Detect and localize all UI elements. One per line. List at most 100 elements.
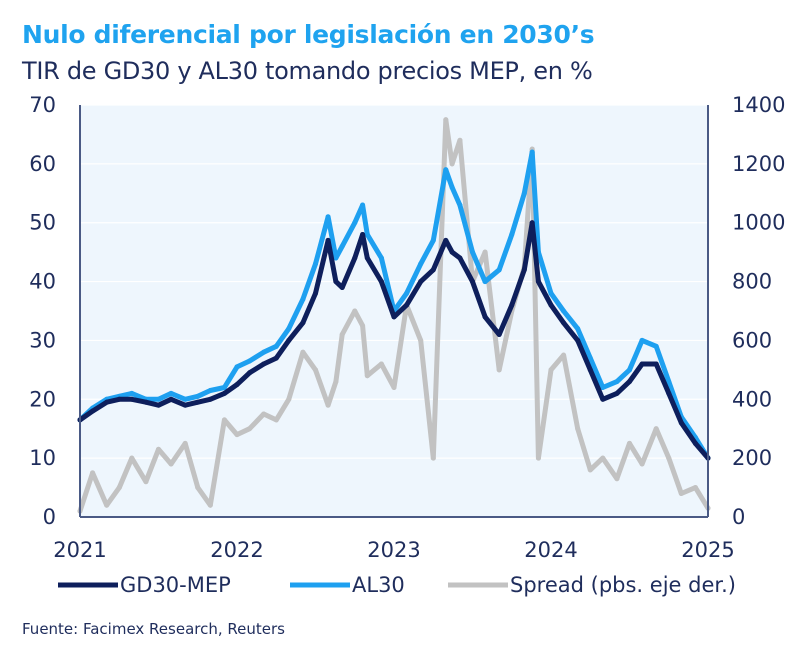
- data-point: [496, 367, 502, 373]
- data-point: [333, 255, 339, 261]
- data-point: [496, 332, 502, 338]
- data-point: [286, 396, 292, 402]
- y2-tick-label: 1200: [732, 152, 785, 176]
- data-point: [90, 408, 96, 414]
- data-point: [129, 390, 135, 396]
- data-point: [418, 261, 424, 267]
- y2-tick-label: 1400: [732, 93, 785, 117]
- chart-title: Nulo diferencial por legislación en 2030…: [22, 20, 595, 49]
- data-point: [666, 455, 672, 461]
- data-point: [391, 385, 397, 391]
- data-point: [678, 420, 684, 426]
- data-point: [627, 440, 632, 446]
- data-point: [273, 343, 279, 349]
- data-point: [529, 149, 535, 155]
- data-point: [575, 326, 581, 332]
- data-point: [333, 379, 339, 385]
- data-point: [221, 390, 227, 396]
- data-point: [168, 461, 174, 467]
- data-point: [521, 190, 527, 196]
- y-tick-label: 50: [29, 211, 56, 235]
- data-point: [600, 385, 606, 391]
- data-point: [129, 396, 135, 402]
- data-point: [378, 279, 384, 285]
- data-point: [182, 440, 188, 446]
- x-tick-label: 2023: [367, 538, 420, 562]
- data-point: [509, 302, 515, 308]
- data-point: [339, 284, 345, 290]
- data-point: [360, 202, 366, 208]
- source-note: Fuente: Facimex Research, Reuters: [22, 620, 285, 638]
- data-point: [300, 320, 306, 326]
- data-point: [653, 361, 659, 367]
- data-point: [207, 387, 213, 393]
- data-point: [104, 502, 110, 508]
- data-point: [221, 385, 227, 391]
- data-point: [378, 361, 384, 367]
- data-point: [364, 255, 370, 261]
- data-point: [273, 417, 279, 423]
- data-point: [221, 417, 227, 423]
- axes: [79, 105, 709, 518]
- data-point: [561, 352, 567, 358]
- data-point: [666, 390, 672, 396]
- legend: GD30-MEP AL30 Spread (pbs. eje der.): [58, 573, 736, 597]
- data-point: [378, 255, 384, 261]
- y2-tick-label: 800: [732, 270, 772, 294]
- data-point: [168, 390, 174, 396]
- series-gd30: [77, 220, 711, 461]
- data-point: [333, 279, 339, 285]
- data-point: [156, 396, 161, 402]
- data-point: [325, 402, 331, 408]
- data-point: [509, 231, 515, 237]
- data-point: [116, 396, 122, 402]
- y2-tick-label: 0: [732, 505, 745, 529]
- data-point: [234, 432, 240, 438]
- y-tick-label: 70: [29, 93, 56, 117]
- data-point: [286, 326, 292, 332]
- data-point: [678, 490, 684, 496]
- data-point: [168, 396, 174, 402]
- data-point: [90, 470, 96, 476]
- data-point: [182, 396, 188, 402]
- data-point: [261, 411, 267, 417]
- data-point: [548, 290, 554, 296]
- data-point: [404, 302, 410, 308]
- y-tick-label: 30: [29, 328, 56, 352]
- data-point: [449, 161, 455, 167]
- data-point: [443, 167, 449, 173]
- data-point: [273, 355, 279, 361]
- data-point: [482, 279, 488, 285]
- data-point: [627, 379, 632, 385]
- data-point: [561, 320, 567, 326]
- data-point: [247, 426, 253, 432]
- data-point: [614, 390, 620, 396]
- data-point: [313, 367, 318, 373]
- y-axis-right-ticks: 0 200 400 600 800 1000 1200 1400: [732, 93, 785, 529]
- legend-label: Spread (pbs. eje der.): [510, 573, 736, 597]
- data-point: [339, 332, 345, 338]
- data-point: [104, 399, 110, 405]
- x-tick-label: 2025: [681, 538, 734, 562]
- data-point: [339, 243, 345, 249]
- data-point: [482, 314, 488, 320]
- data-point: [391, 314, 397, 320]
- data-point: [666, 379, 672, 385]
- data-point: [639, 337, 645, 343]
- data-point: [457, 137, 463, 143]
- data-point: [325, 214, 331, 220]
- data-point: [116, 485, 122, 491]
- data-point: [449, 184, 455, 190]
- data-point: [261, 361, 267, 367]
- data-point: [692, 485, 698, 491]
- data-point: [156, 446, 161, 452]
- data-point: [195, 393, 201, 399]
- data-point: [535, 455, 541, 461]
- x-axis-ticks: 2021 2022 2023 2024 2025: [53, 538, 734, 562]
- data-point: [313, 261, 318, 267]
- y2-tick-label: 600: [732, 328, 772, 352]
- data-point: [457, 255, 463, 261]
- data-point: [247, 358, 253, 364]
- data-point: [521, 267, 527, 273]
- data-point: [234, 364, 240, 370]
